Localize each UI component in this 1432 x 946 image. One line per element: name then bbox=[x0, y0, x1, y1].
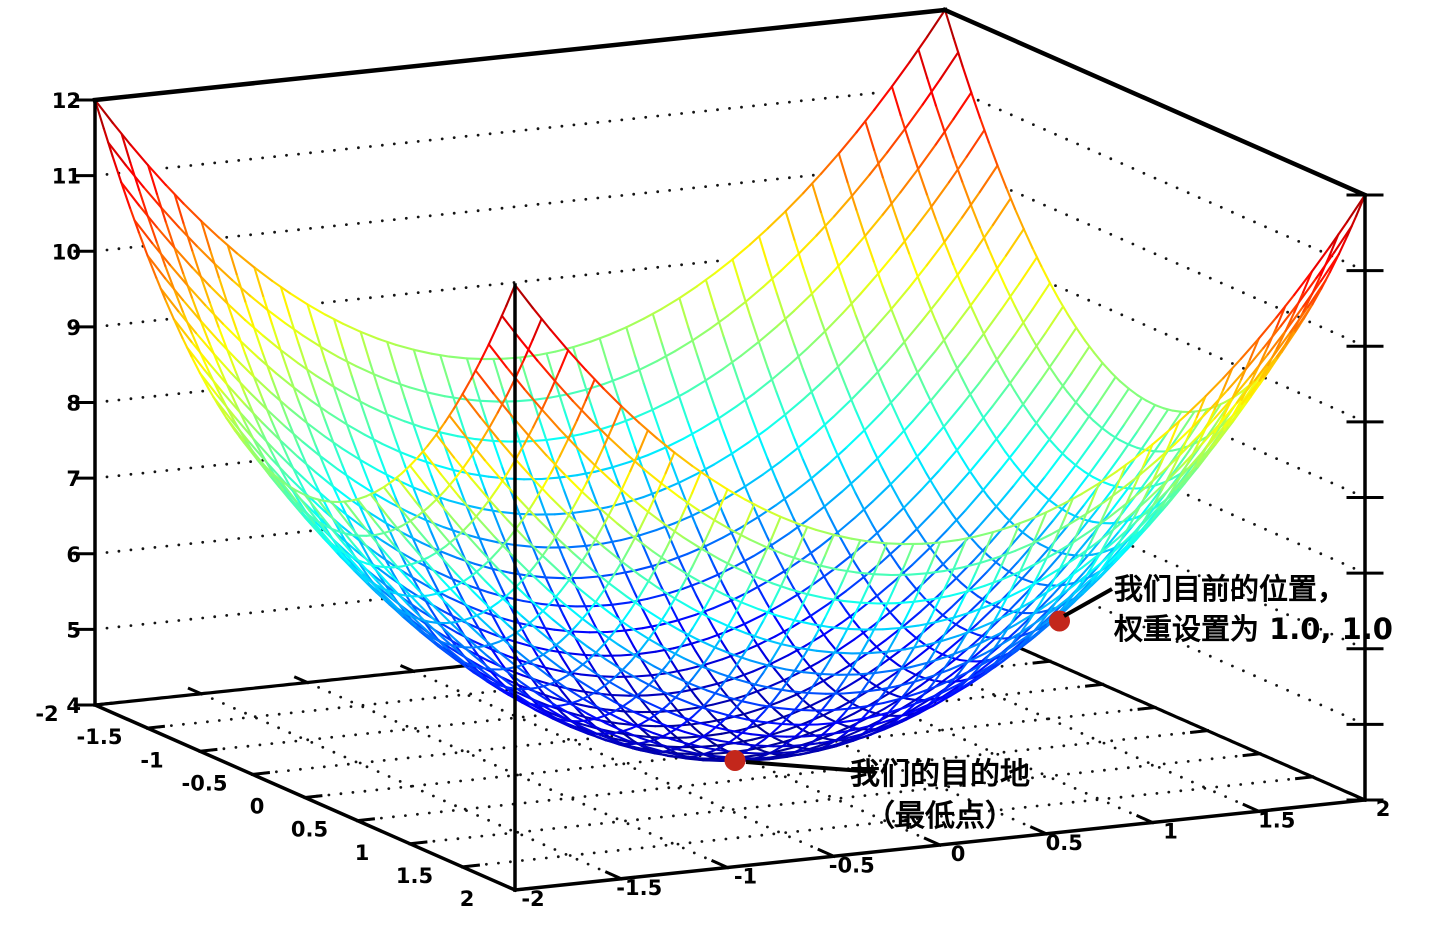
svg-text:-1: -1 bbox=[140, 748, 163, 772]
svg-text:2: 2 bbox=[460, 887, 475, 911]
svg-text:1: 1 bbox=[1163, 820, 1178, 844]
svg-text:-2: -2 bbox=[35, 702, 58, 726]
annotation-current-position: 我们目前的位置， 权重设置为 1.0, 1.0 bbox=[1114, 569, 1393, 649]
svg-text:0.5: 0.5 bbox=[1046, 831, 1083, 855]
svg-text:8: 8 bbox=[66, 392, 81, 416]
marker-destination bbox=[724, 750, 746, 771]
svg-text:4: 4 bbox=[66, 694, 81, 718]
svg-text:9: 9 bbox=[66, 316, 81, 340]
svg-text:12: 12 bbox=[52, 89, 81, 113]
svg-text:0.5: 0.5 bbox=[291, 818, 328, 842]
svg-text:-1.5: -1.5 bbox=[616, 876, 662, 900]
annotation-markers bbox=[724, 587, 1113, 774]
svg-text:1.5: 1.5 bbox=[1258, 808, 1295, 832]
svg-text:6: 6 bbox=[66, 543, 81, 567]
svg-text:2: 2 bbox=[1376, 797, 1391, 821]
front-base-edges: -2 -1.5 -1 -0.5 0 0.5 1 1.5 2 -2 -1.5 -1 -0.5 0 0.5 1 1.… bbox=[35, 701, 1391, 911]
svg-text:7: 7 bbox=[66, 467, 81, 491]
svg-text:11: 11 bbox=[52, 165, 81, 189]
surface-mesh bbox=[93, 8, 1367, 763]
svg-text:10: 10 bbox=[52, 240, 81, 264]
svg-text:1.5: 1.5 bbox=[396, 864, 433, 888]
svg-text:0: 0 bbox=[250, 795, 265, 819]
svg-text:-2: -2 bbox=[521, 887, 544, 911]
svg-text:-0.5: -0.5 bbox=[182, 771, 228, 795]
svg-text:0: 0 bbox=[951, 842, 966, 866]
leader-line-current bbox=[1063, 587, 1113, 618]
annotation-destination-line1: 我们的目的地 bbox=[850, 757, 1030, 792]
svg-text:-0.5: -0.5 bbox=[829, 853, 875, 877]
leader-line-destination bbox=[745, 760, 876, 774]
annotation-destination: 我们的目的地 （最低点） bbox=[775, 754, 1105, 838]
floor-gridlines bbox=[146, 659, 1314, 881]
annotation-current-line1: 我们目前的位置， bbox=[1114, 572, 1347, 606]
annotation-current-line2: 权重设置为 1.0, 1.0 bbox=[1114, 612, 1393, 646]
svg-text:-1: -1 bbox=[734, 865, 757, 889]
annotation-destination-line2: （最低点） bbox=[865, 799, 1015, 834]
svg-text:-1.5: -1.5 bbox=[77, 725, 123, 749]
svg-text:5: 5 bbox=[66, 618, 81, 642]
svg-text:1: 1 bbox=[355, 841, 370, 865]
back-base-edges bbox=[94, 645, 1366, 802]
